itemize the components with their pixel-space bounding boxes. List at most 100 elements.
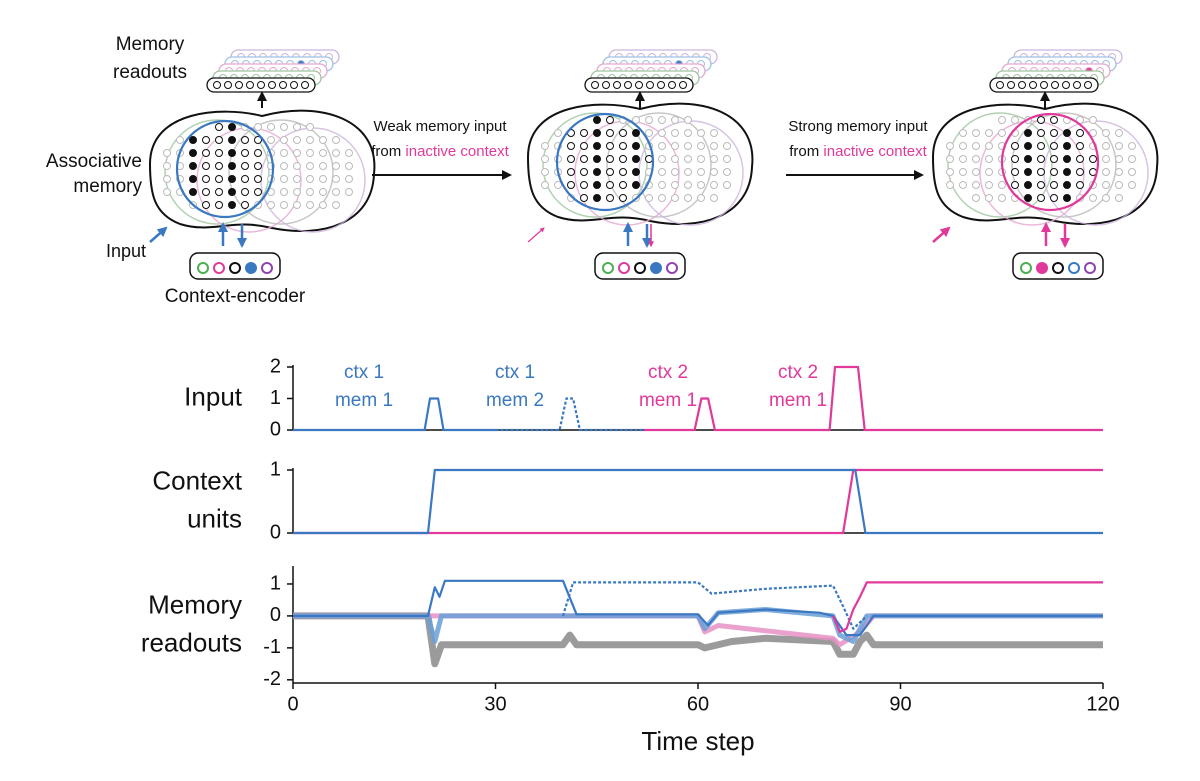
neuron [658,181,666,189]
neuron [1050,194,1058,202]
neuron [645,155,653,163]
readout-unit [679,81,687,89]
neuron [671,116,679,124]
neuron [1037,168,1045,176]
neuron [671,168,679,176]
annotation: mem 1 [639,390,697,411]
neuron [1102,142,1110,150]
readout-unit [1040,81,1048,89]
neuron [1102,168,1110,176]
neuron [684,181,692,189]
readout-unit [602,81,610,89]
neuron [1024,194,1032,202]
label: Weak memory input [373,118,507,135]
neuron [280,201,288,209]
neuron [254,149,262,157]
y-axis-label: units [187,503,242,533]
neuron [946,155,954,163]
neuron [697,142,705,150]
y-tick-label: 0 [270,521,281,543]
neuron [972,129,980,137]
neuron [293,136,301,144]
neuron [710,181,718,189]
neuron [1102,181,1110,189]
readout-unit [290,81,298,89]
neuron [1037,181,1045,189]
annotation: mem 1 [335,390,393,411]
neuron [1128,155,1136,163]
neuron [215,136,223,144]
readout-unit [279,81,287,89]
neuron [619,168,627,176]
neuron [985,168,993,176]
context-unit [618,262,630,274]
neuron [619,194,627,202]
neuron [632,116,640,124]
neuron [1076,168,1084,176]
neuron [593,129,601,137]
context-unit [650,262,662,274]
blob-outline [931,102,1159,225]
neuron [567,181,575,189]
neuron [1037,129,1045,137]
neuron [202,188,210,196]
y-tick-label: 1 [270,458,281,480]
neuron [280,162,288,170]
memory-blob [526,102,754,226]
neuron [1076,129,1084,137]
neuron [580,181,588,189]
context-ring [979,120,1085,226]
neuron [593,181,601,189]
neuron [1089,155,1097,163]
neuron [723,155,731,163]
y-tick-label: 0 [270,604,281,626]
label: Context-encoder [165,286,306,307]
neuron [606,168,614,176]
neuron [684,168,692,176]
neuron [959,129,967,137]
neuron [202,149,210,157]
neuron [632,181,640,189]
neuron [554,129,562,137]
context-unit [602,262,614,274]
annotation: ctx 1 [344,362,384,383]
active-context [1000,112,1100,212]
series-line [293,579,1103,637]
neuron [554,181,562,189]
neuron [985,194,993,202]
neuron [985,181,993,189]
readout-unit [668,81,676,89]
neuron [332,188,340,196]
neuron [985,142,993,150]
label: memory [73,176,142,197]
neuron [189,188,197,196]
neuron [645,194,653,202]
readout-unit [1084,81,1092,89]
neuron [998,116,1006,124]
neuron [319,201,327,209]
series-line [293,468,1103,535]
context-ring [542,112,648,218]
neuron [254,123,262,131]
active-context [175,119,275,219]
neuron [202,175,210,183]
neuron [710,194,718,202]
neuron [215,175,223,183]
neuron [332,149,340,157]
neuron [1024,142,1032,150]
neuron [1024,129,1032,137]
neuron [241,149,249,157]
neuron [1063,194,1071,202]
neuron [189,175,197,183]
neuron [332,136,340,144]
neuron [541,155,549,163]
neuron [619,155,627,163]
series-line [293,612,1103,668]
label: Memory [116,34,185,55]
neuron [332,201,340,209]
neuron [606,142,614,150]
neuron [606,155,614,163]
neuron [946,181,954,189]
neuron [319,188,327,196]
memory-blob [931,102,1159,226]
